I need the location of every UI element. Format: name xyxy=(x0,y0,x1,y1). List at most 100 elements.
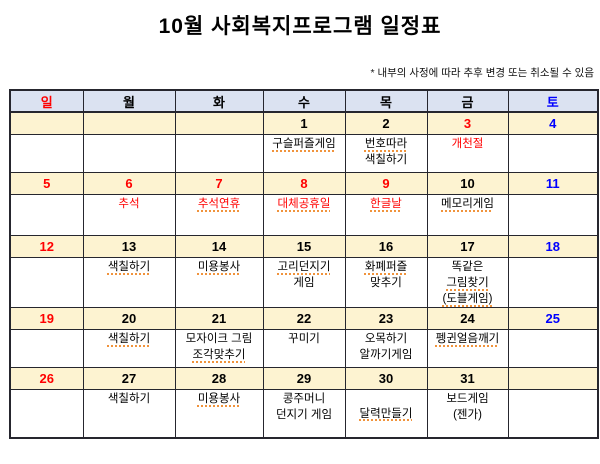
event-text: 미용봉사 xyxy=(197,261,241,273)
event-label: 색칠하기 xyxy=(85,331,174,347)
event-text: 색칠하기 xyxy=(107,393,151,405)
date-cell: 17 xyxy=(426,235,509,258)
event-cell: 추석 xyxy=(82,194,176,236)
date-cell: 23 xyxy=(344,307,428,330)
date-cell: 8 xyxy=(262,172,346,195)
date-cell: 15 xyxy=(262,235,346,258)
event-cell xyxy=(507,194,599,236)
event-text: 꾸미기 xyxy=(288,333,320,345)
event-label: 모자이크 그림 xyxy=(177,331,262,347)
event-label: 맞추기 xyxy=(347,275,426,291)
date-cell: 22 xyxy=(262,307,346,330)
date-cell: 27 xyxy=(82,367,176,390)
date-cell: 4 xyxy=(507,111,599,135)
event-label: 보드게임 xyxy=(429,391,507,407)
schedule-page: 10월 사회복지프로그램 일정표 * 내부의 사정에 따라 추후 변경 또는 취… xyxy=(0,10,600,439)
event-text: 구슬퍼즐게임 xyxy=(272,138,336,150)
event-label: 오목하기 xyxy=(347,331,426,347)
event-label: 추석연휴 xyxy=(177,196,262,212)
day-header-cell: 목 xyxy=(344,89,428,113)
event-label: 미용봉사 xyxy=(177,391,262,407)
event-text: 색칠하기 xyxy=(107,261,151,273)
date-cell: 3 xyxy=(426,111,509,135)
date-cell: 13 xyxy=(82,235,176,258)
disclaimer-note: * 내부의 사정에 따라 추후 변경 또는 취소될 수 있음 xyxy=(370,67,594,79)
date-cell: 9 xyxy=(344,172,428,195)
event-text: 알까기게임 xyxy=(359,349,413,361)
event-label: (도블게임) xyxy=(429,291,507,307)
date-row: 26 27 28 29 30 31 xyxy=(9,367,599,390)
event-label: 고리던지기 xyxy=(265,259,344,275)
event-label: 미용봉사 xyxy=(177,259,262,275)
event-label: 추석 xyxy=(85,196,174,212)
event-label: 똑같은 xyxy=(429,259,507,275)
event-cell: 보드게임 (젠가) xyxy=(426,389,509,438)
event-label: 구슬퍼즐게임 xyxy=(265,136,344,152)
date-cell: 26 xyxy=(9,367,84,390)
date-cell: 5 xyxy=(9,172,84,195)
date-cell: 14 xyxy=(174,235,264,258)
date-cell: 25 xyxy=(507,307,599,330)
event-cell: 펭귄얼음깨기 xyxy=(426,329,509,368)
event-text: 모자이크 그림 xyxy=(185,333,253,345)
event-label: 번호따라 xyxy=(347,136,426,152)
date-cell: 31 xyxy=(426,367,509,390)
event-cell: 번호따라 색칠하기 xyxy=(344,134,428,173)
date-cell: 7 xyxy=(174,172,264,195)
event-cell: 구슬퍼즐게임 xyxy=(262,134,346,173)
date-cell xyxy=(174,111,264,135)
event-row: 추석 추석연휴 대체공휴일 한글날 메모리게임 xyxy=(9,194,599,236)
event-label: 콩주머니 xyxy=(265,391,344,407)
day-header-cell: 일 xyxy=(9,89,84,113)
event-text: 추석연휴 xyxy=(197,198,241,210)
event-cell xyxy=(9,329,84,368)
event-cell xyxy=(9,134,84,173)
date-cell: 12 xyxy=(9,235,84,258)
date-cell: 1 xyxy=(262,111,346,135)
day-header-cell: 월 xyxy=(82,89,176,113)
event-label: 색칠하기 xyxy=(347,152,426,168)
date-cell: 28 xyxy=(174,367,264,390)
date-cell: 16 xyxy=(344,235,428,258)
event-cell xyxy=(9,257,84,308)
event-text: 달력만들기 xyxy=(359,407,413,420)
event-cell xyxy=(9,389,84,438)
date-cell: 24 xyxy=(426,307,509,330)
event-label: 그림찾기 xyxy=(429,275,507,291)
event-cell: 미용봉사 xyxy=(174,257,264,308)
event-cell: 색칠하기 xyxy=(82,329,176,368)
event-cell: 대체공휴일 xyxy=(262,194,346,236)
event-text: 그림찾기 xyxy=(446,277,489,289)
day-header-cell: 토 xyxy=(507,89,599,113)
event-label: 게임 xyxy=(265,275,344,291)
date-cell: 10 xyxy=(426,172,509,195)
event-row: 색칠하기 미용봉사 콩주머니 던지기 게임 달력만들기 보드게임 (젠가) xyxy=(9,389,599,438)
date-cell: 18 xyxy=(507,235,599,258)
event-label: (젠가) xyxy=(429,407,507,423)
event-cell xyxy=(9,194,84,236)
event-text: 한글날 xyxy=(370,198,402,210)
event-label: 화폐퍼즐 xyxy=(347,259,426,275)
event-text: 펭귄얼음깨기 xyxy=(435,333,500,345)
event-label: 던지기 게임 xyxy=(265,407,344,423)
event-text: 추석 xyxy=(118,198,140,210)
event-cell: 색칠하기 xyxy=(82,257,176,308)
event-text: 콩주머니 xyxy=(282,393,326,405)
event-cell: 미용봉사 xyxy=(174,389,264,438)
event-text: 맞추기 xyxy=(370,277,402,289)
event-cell: 달력만들기 xyxy=(344,389,428,438)
day-header-cell: 수 xyxy=(262,89,346,113)
date-row: 5 6 7 8 9 10 11 xyxy=(9,172,599,195)
event-cell xyxy=(507,257,599,308)
event-label: 한글날 xyxy=(347,196,426,212)
date-row: 19 20 21 22 23 24 25 xyxy=(9,307,599,330)
event-cell: 꾸미기 xyxy=(262,329,346,368)
event-text: 게임 xyxy=(293,277,315,289)
event-cell xyxy=(507,389,599,438)
event-text: 고리던지기 xyxy=(277,261,331,273)
event-cell: 한글날 xyxy=(344,194,428,236)
